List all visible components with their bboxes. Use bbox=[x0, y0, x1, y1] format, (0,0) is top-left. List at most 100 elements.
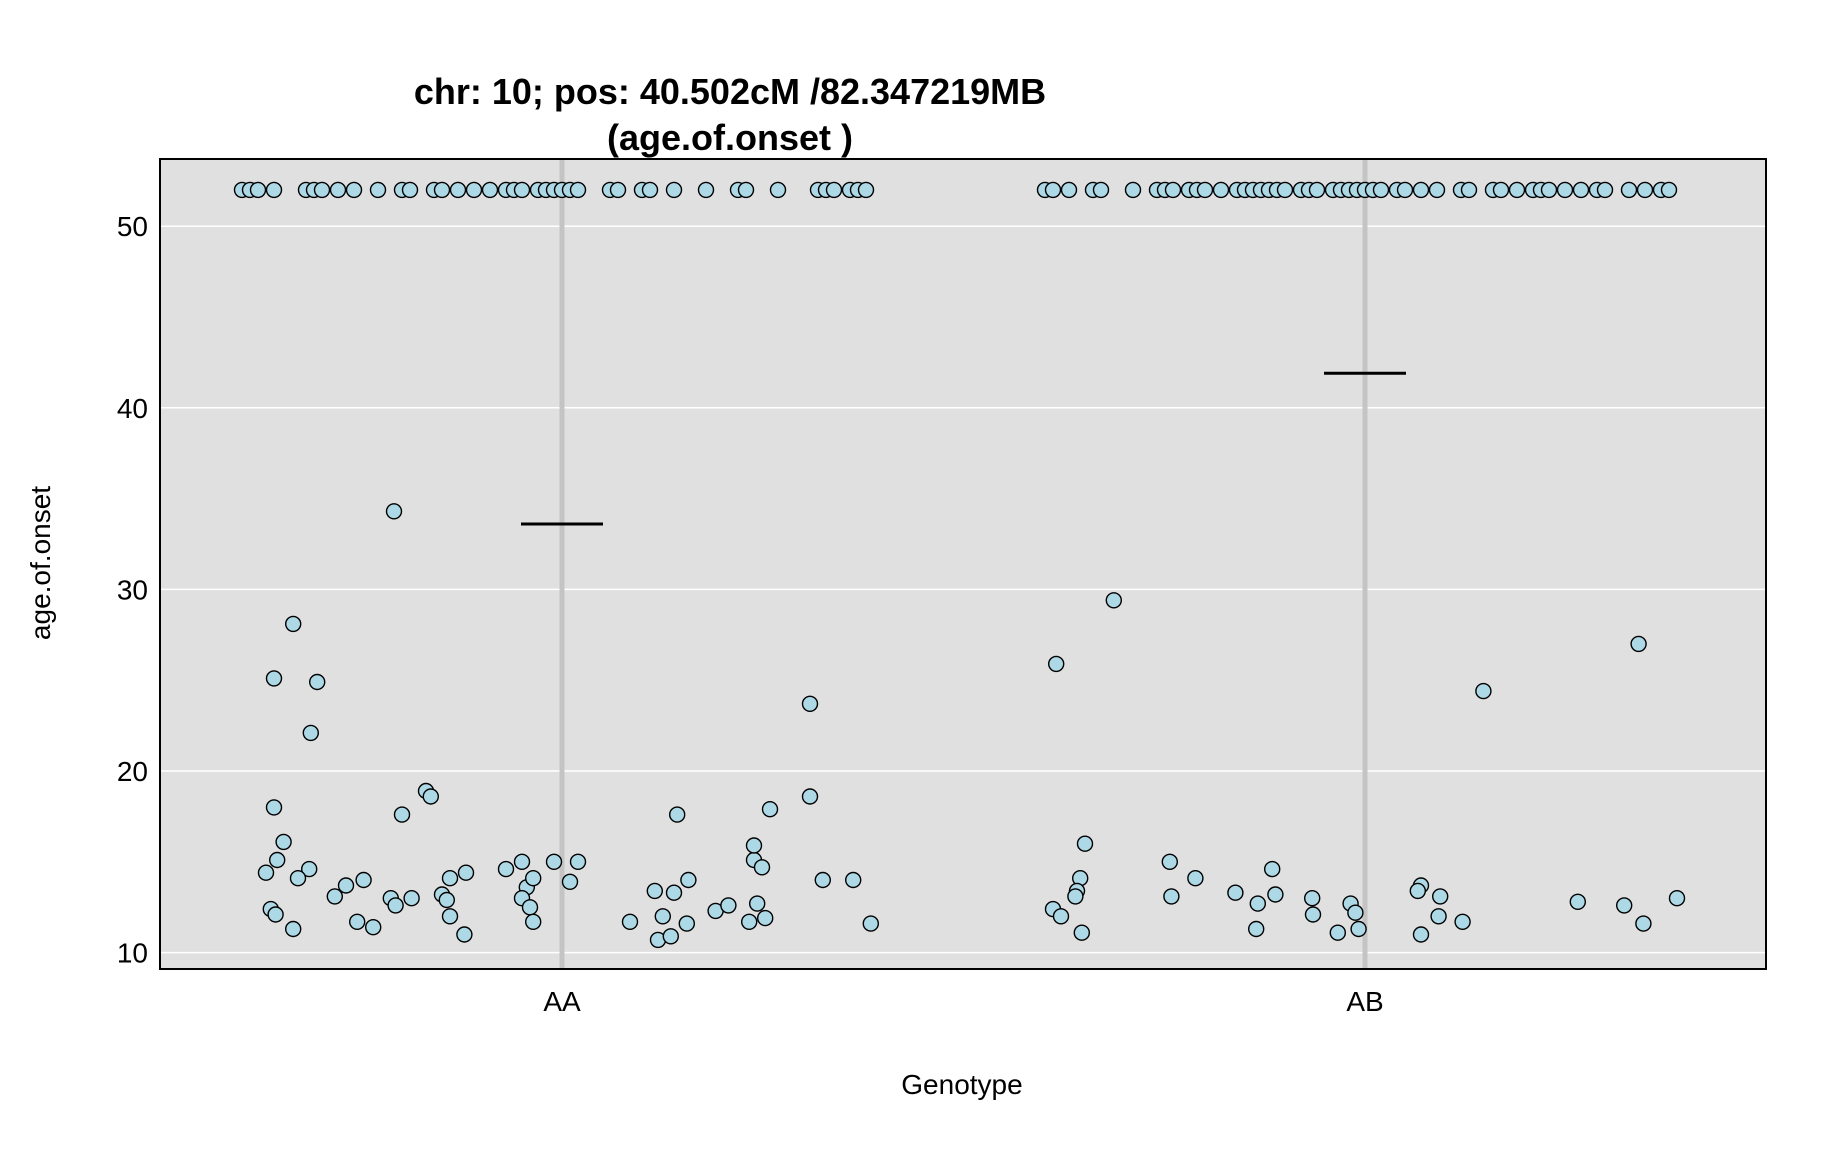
data-point bbox=[757, 909, 774, 927]
data-point bbox=[680, 871, 697, 889]
data-point bbox=[1660, 181, 1678, 199]
data-point bbox=[1412, 926, 1430, 943]
data-point bbox=[265, 670, 283, 687]
data-point bbox=[561, 873, 579, 890]
data-point bbox=[1492, 181, 1510, 199]
data-point bbox=[545, 853, 563, 870]
y-tick-label: 50 bbox=[117, 211, 148, 242]
x-tick-label: AA bbox=[543, 986, 581, 1017]
data-point bbox=[1556, 181, 1574, 199]
y-tick-label: 40 bbox=[117, 393, 148, 424]
data-point bbox=[1073, 924, 1091, 941]
data-point bbox=[433, 181, 451, 199]
plot-border bbox=[159, 158, 1767, 970]
data-point bbox=[525, 913, 542, 930]
data-point bbox=[385, 503, 403, 520]
data-point bbox=[422, 788, 439, 805]
data-point bbox=[1329, 924, 1347, 941]
data-point bbox=[403, 890, 420, 907]
data-point bbox=[497, 860, 515, 878]
data-point bbox=[1596, 181, 1614, 199]
data-point bbox=[369, 181, 387, 199]
data-point bbox=[326, 888, 343, 905]
data-point bbox=[1615, 897, 1633, 914]
data-point bbox=[1431, 888, 1449, 905]
data-point bbox=[1249, 895, 1267, 912]
y-tick-label: 10 bbox=[117, 938, 148, 969]
data-point bbox=[1067, 888, 1084, 905]
data-point bbox=[401, 181, 419, 199]
data-point bbox=[1630, 635, 1647, 653]
data-point bbox=[646, 882, 663, 900]
data-point bbox=[249, 181, 267, 199]
data-point bbox=[1227, 884, 1244, 901]
data-point bbox=[1508, 181, 1526, 199]
data-point bbox=[1636, 181, 1654, 199]
data-point bbox=[669, 806, 686, 823]
data-point bbox=[285, 920, 302, 938]
data-point bbox=[1412, 181, 1430, 199]
y-tick-label: 30 bbox=[117, 574, 148, 605]
data-point bbox=[275, 833, 292, 851]
data-point bbox=[1475, 682, 1492, 700]
data-point bbox=[269, 851, 286, 869]
data-point bbox=[365, 919, 382, 936]
data-point bbox=[285, 615, 302, 633]
x-tick-labels: AA AB bbox=[543, 986, 1383, 1017]
data-point bbox=[1267, 886, 1284, 903]
data-point bbox=[1620, 181, 1638, 199]
data-point bbox=[1105, 592, 1123, 609]
data-point bbox=[662, 928, 679, 945]
data-point bbox=[1460, 181, 1478, 199]
data-point bbox=[569, 181, 587, 199]
data-point bbox=[525, 870, 542, 887]
data-point bbox=[289, 870, 307, 887]
data-point bbox=[257, 864, 275, 881]
data-point bbox=[1076, 835, 1094, 852]
data-point bbox=[345, 181, 363, 199]
data-point bbox=[349, 913, 366, 930]
x-tick-label: AB bbox=[1346, 986, 1383, 1017]
data-point bbox=[845, 871, 862, 889]
data-point bbox=[337, 877, 355, 894]
data-point bbox=[1428, 181, 1446, 199]
data-point bbox=[1372, 181, 1390, 199]
data-point bbox=[1396, 181, 1414, 199]
data-point bbox=[1164, 181, 1182, 199]
data-point bbox=[449, 181, 467, 199]
data-point bbox=[1454, 913, 1471, 930]
data-point bbox=[513, 181, 531, 199]
data-point bbox=[801, 695, 819, 712]
data-point bbox=[1060, 181, 1078, 199]
data-point bbox=[1635, 915, 1652, 932]
data-point bbox=[1044, 181, 1062, 199]
data-point bbox=[654, 908, 671, 925]
data-point bbox=[1569, 893, 1587, 910]
data-point bbox=[521, 899, 539, 916]
data-point bbox=[749, 895, 766, 912]
data-point bbox=[665, 884, 683, 901]
data-point bbox=[387, 897, 404, 914]
data-point bbox=[753, 859, 771, 876]
data-point bbox=[857, 181, 875, 199]
data-point bbox=[1540, 181, 1558, 199]
y-tick-label: 20 bbox=[117, 756, 148, 787]
data-point bbox=[665, 181, 683, 199]
data-point bbox=[309, 673, 326, 691]
data-point bbox=[1161, 853, 1179, 870]
chart-title-line-2: (age.of.onset ) bbox=[607, 117, 853, 158]
data-point bbox=[1263, 860, 1281, 878]
x-axis-title: Genotype bbox=[901, 1069, 1022, 1100]
point-layer bbox=[233, 181, 1686, 949]
data-point bbox=[621, 913, 639, 930]
data-point bbox=[1668, 890, 1686, 907]
data-point bbox=[697, 181, 715, 199]
data-point bbox=[1047, 655, 1065, 673]
data-point bbox=[609, 181, 627, 199]
grid-layer bbox=[160, 225, 1766, 954]
data-point bbox=[761, 801, 779, 818]
data-point bbox=[267, 906, 284, 923]
data-point bbox=[678, 915, 695, 932]
data-point bbox=[769, 181, 787, 199]
data-point bbox=[456, 926, 473, 943]
